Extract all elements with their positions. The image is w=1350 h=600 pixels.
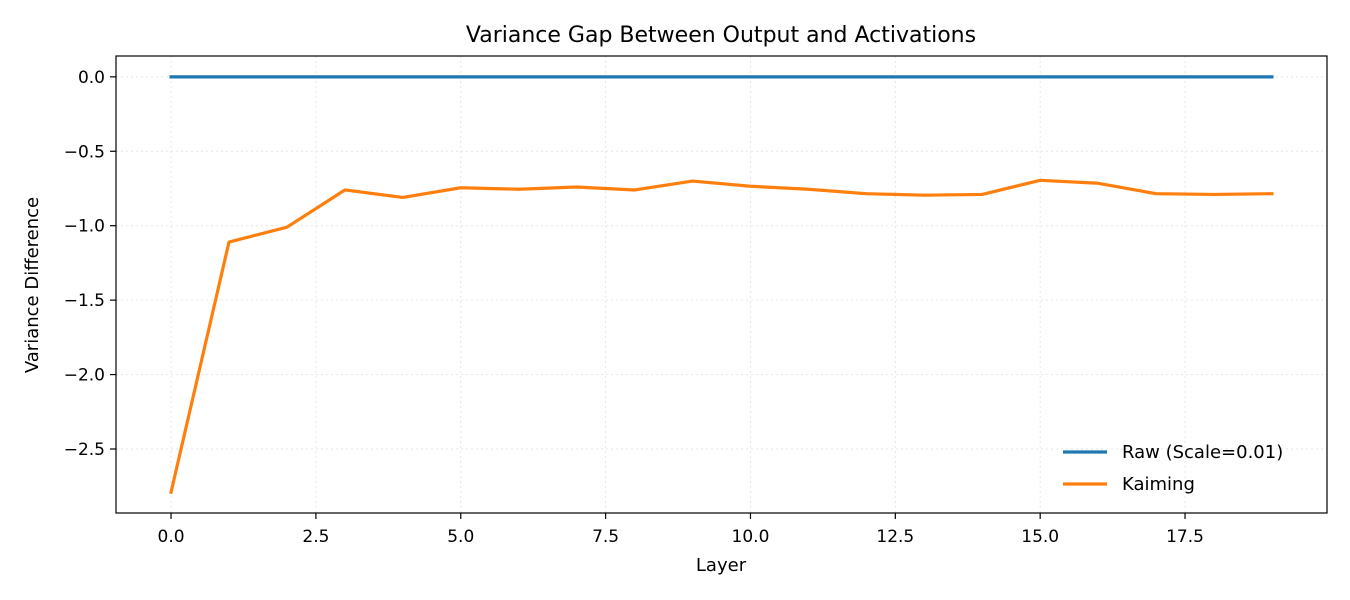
x-tick-label: 2.5 bbox=[302, 527, 329, 547]
x-tick-label: 5.0 bbox=[447, 527, 474, 547]
y-tick-label: −1.5 bbox=[64, 291, 105, 311]
x-tick-label: 17.5 bbox=[1166, 527, 1204, 547]
x-tick-label: 7.5 bbox=[592, 527, 619, 547]
x-tick-label: 0.0 bbox=[158, 527, 185, 547]
legend: Raw (Scale=0.01) Kaiming bbox=[1063, 442, 1283, 495]
y-axis-ticks: 0.0 −0.5 −1.0 −1.5 −2.0 −2.5 bbox=[64, 68, 116, 460]
series-lines bbox=[169, 75, 1274, 495]
x-tick-label: 15.0 bbox=[1021, 527, 1059, 547]
x-tick-label: 10.0 bbox=[732, 527, 770, 547]
x-axis-label: Layer bbox=[696, 555, 747, 576]
x-axis-ticks: 0.0 2.5 5.0 7.5 10.0 12.5 15.0 17.5 bbox=[158, 513, 1204, 547]
y-tick-label: −2.5 bbox=[64, 440, 105, 460]
y-tick-label: −0.5 bbox=[64, 142, 105, 162]
plot-frame bbox=[115, 55, 1328, 514]
y-tick-label: −1.0 bbox=[64, 217, 105, 237]
y-tick-label: −2.0 bbox=[64, 366, 105, 386]
y-axis-label: Variance Difference bbox=[22, 197, 43, 373]
x-tick-label: 12.5 bbox=[876, 527, 914, 547]
series-line-2 bbox=[169, 178, 1274, 495]
chart-title: Variance Gap Between Output and Activati… bbox=[466, 23, 976, 48]
y-tick-label: 0.0 bbox=[78, 68, 105, 88]
legend-label: Kaiming bbox=[1122, 474, 1195, 495]
legend-label: Raw (Scale=0.01) bbox=[1122, 442, 1283, 463]
